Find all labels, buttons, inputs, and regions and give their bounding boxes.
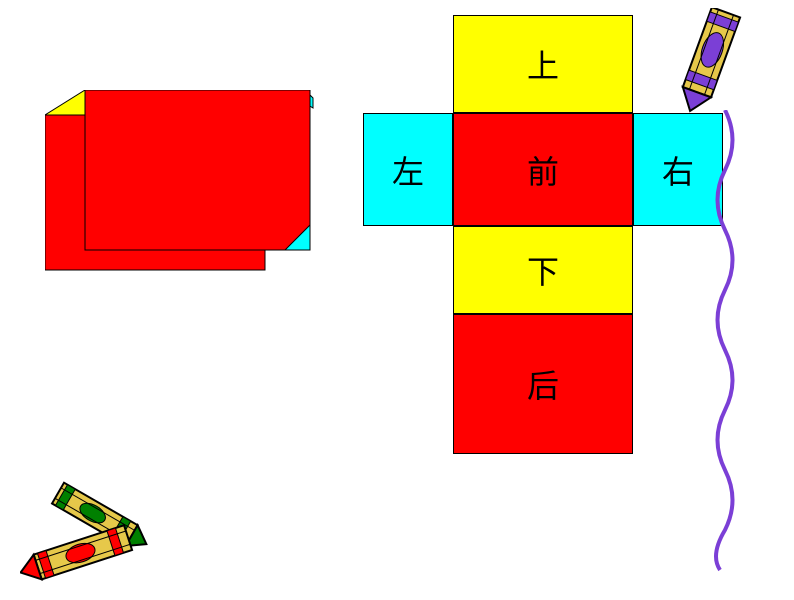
crayon-top-right-svg	[660, 8, 780, 138]
crayons-bottom-left	[20, 475, 190, 600]
folded-box-svg	[45, 90, 335, 300]
purple-squiggle	[690, 110, 770, 580]
net-label-back: 后	[527, 361, 559, 407]
net-label-bottom: 下	[527, 247, 559, 293]
net-label-left: 左	[392, 147, 424, 193]
crayon-top-right	[660, 8, 780, 143]
net-label-top: 上	[527, 41, 559, 87]
crayons-bottom-left-svg	[20, 475, 190, 595]
net-face-top: 上	[453, 15, 633, 113]
net-face-left: 左	[363, 113, 453, 226]
net-face-front: 前	[453, 113, 633, 226]
folded-front-face	[85, 90, 310, 250]
net-face-back: 后	[453, 314, 633, 454]
folded-box	[45, 90, 335, 305]
net-face-bottom: 下	[453, 226, 633, 314]
net-label-front: 前	[527, 147, 559, 193]
